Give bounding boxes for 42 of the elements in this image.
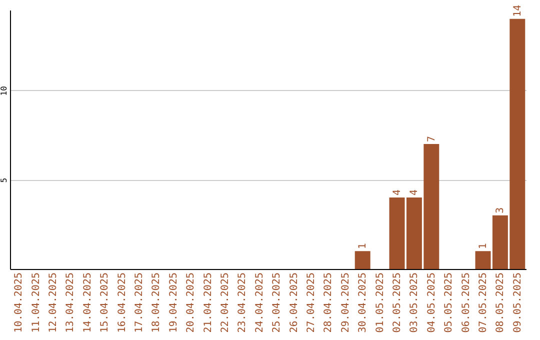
data-label: 4	[392, 190, 403, 196]
data-label: 3	[495, 207, 506, 214]
x-tick-label: 14.04.2025	[82, 272, 94, 333]
x-tick-label: 09.05.2025	[512, 272, 524, 333]
x-tick-label: 25.04.2025	[272, 272, 283, 333]
x-tick-label: 15.04.2025	[100, 272, 111, 333]
y-tick-label: 10	[0, 86, 8, 96]
x-tick-label: 21.04.2025	[202, 272, 214, 333]
x-tick-label: 05.05.2025	[444, 272, 455, 333]
bar	[475, 251, 491, 269]
bar	[354, 251, 370, 269]
x-tick-label: 04.05.2025	[426, 272, 438, 333]
x-tick-label: 27.04.2025	[306, 272, 317, 333]
x-tick-label: 23.04.2025	[237, 272, 248, 333]
x-tick-label: 01.05.2025	[374, 272, 386, 333]
x-tick-label: 20.04.2025	[186, 272, 197, 333]
data-label: 1	[358, 243, 369, 250]
x-tick-label: 17.04.2025	[134, 272, 145, 333]
x-tick-label: 28.04.2025	[323, 272, 334, 333]
x-tick-label: 12.04.2025	[48, 272, 59, 333]
x-tick-label: 02.05.2025	[392, 272, 403, 333]
x-tick-label: 22.04.2025	[220, 272, 231, 333]
x-tick-label: 18.04.2025	[151, 272, 162, 333]
bar	[389, 198, 405, 269]
x-tick-label: 29.04.2025	[340, 272, 352, 333]
x-tick-label: 24.04.2025	[254, 272, 266, 333]
x-tick-label: 30.04.2025	[358, 272, 369, 333]
x-tick-label: 03.05.2025	[409, 272, 420, 333]
x-tick-label: 26.04.2025	[288, 272, 300, 333]
data-label: 1	[478, 243, 489, 250]
x-tick-label: 19.04.2025	[168, 272, 180, 333]
x-tick-label: 13.04.2025	[65, 272, 76, 333]
x-tick-label: 16.04.2025	[116, 272, 128, 333]
data-label: 14	[512, 4, 524, 17]
x-tick-label: 08.05.2025	[495, 272, 506, 333]
x-tick-label: 10.04.2025	[14, 272, 25, 333]
data-label: 4	[409, 190, 420, 196]
x-tick-label: 06.05.2025	[460, 272, 472, 333]
data-label: 7	[426, 136, 438, 142]
x-tick-label: 07.05.2025	[478, 272, 489, 333]
x-tick-label: 11.04.2025	[30, 272, 42, 333]
y-tick-label: 5	[0, 178, 8, 183]
